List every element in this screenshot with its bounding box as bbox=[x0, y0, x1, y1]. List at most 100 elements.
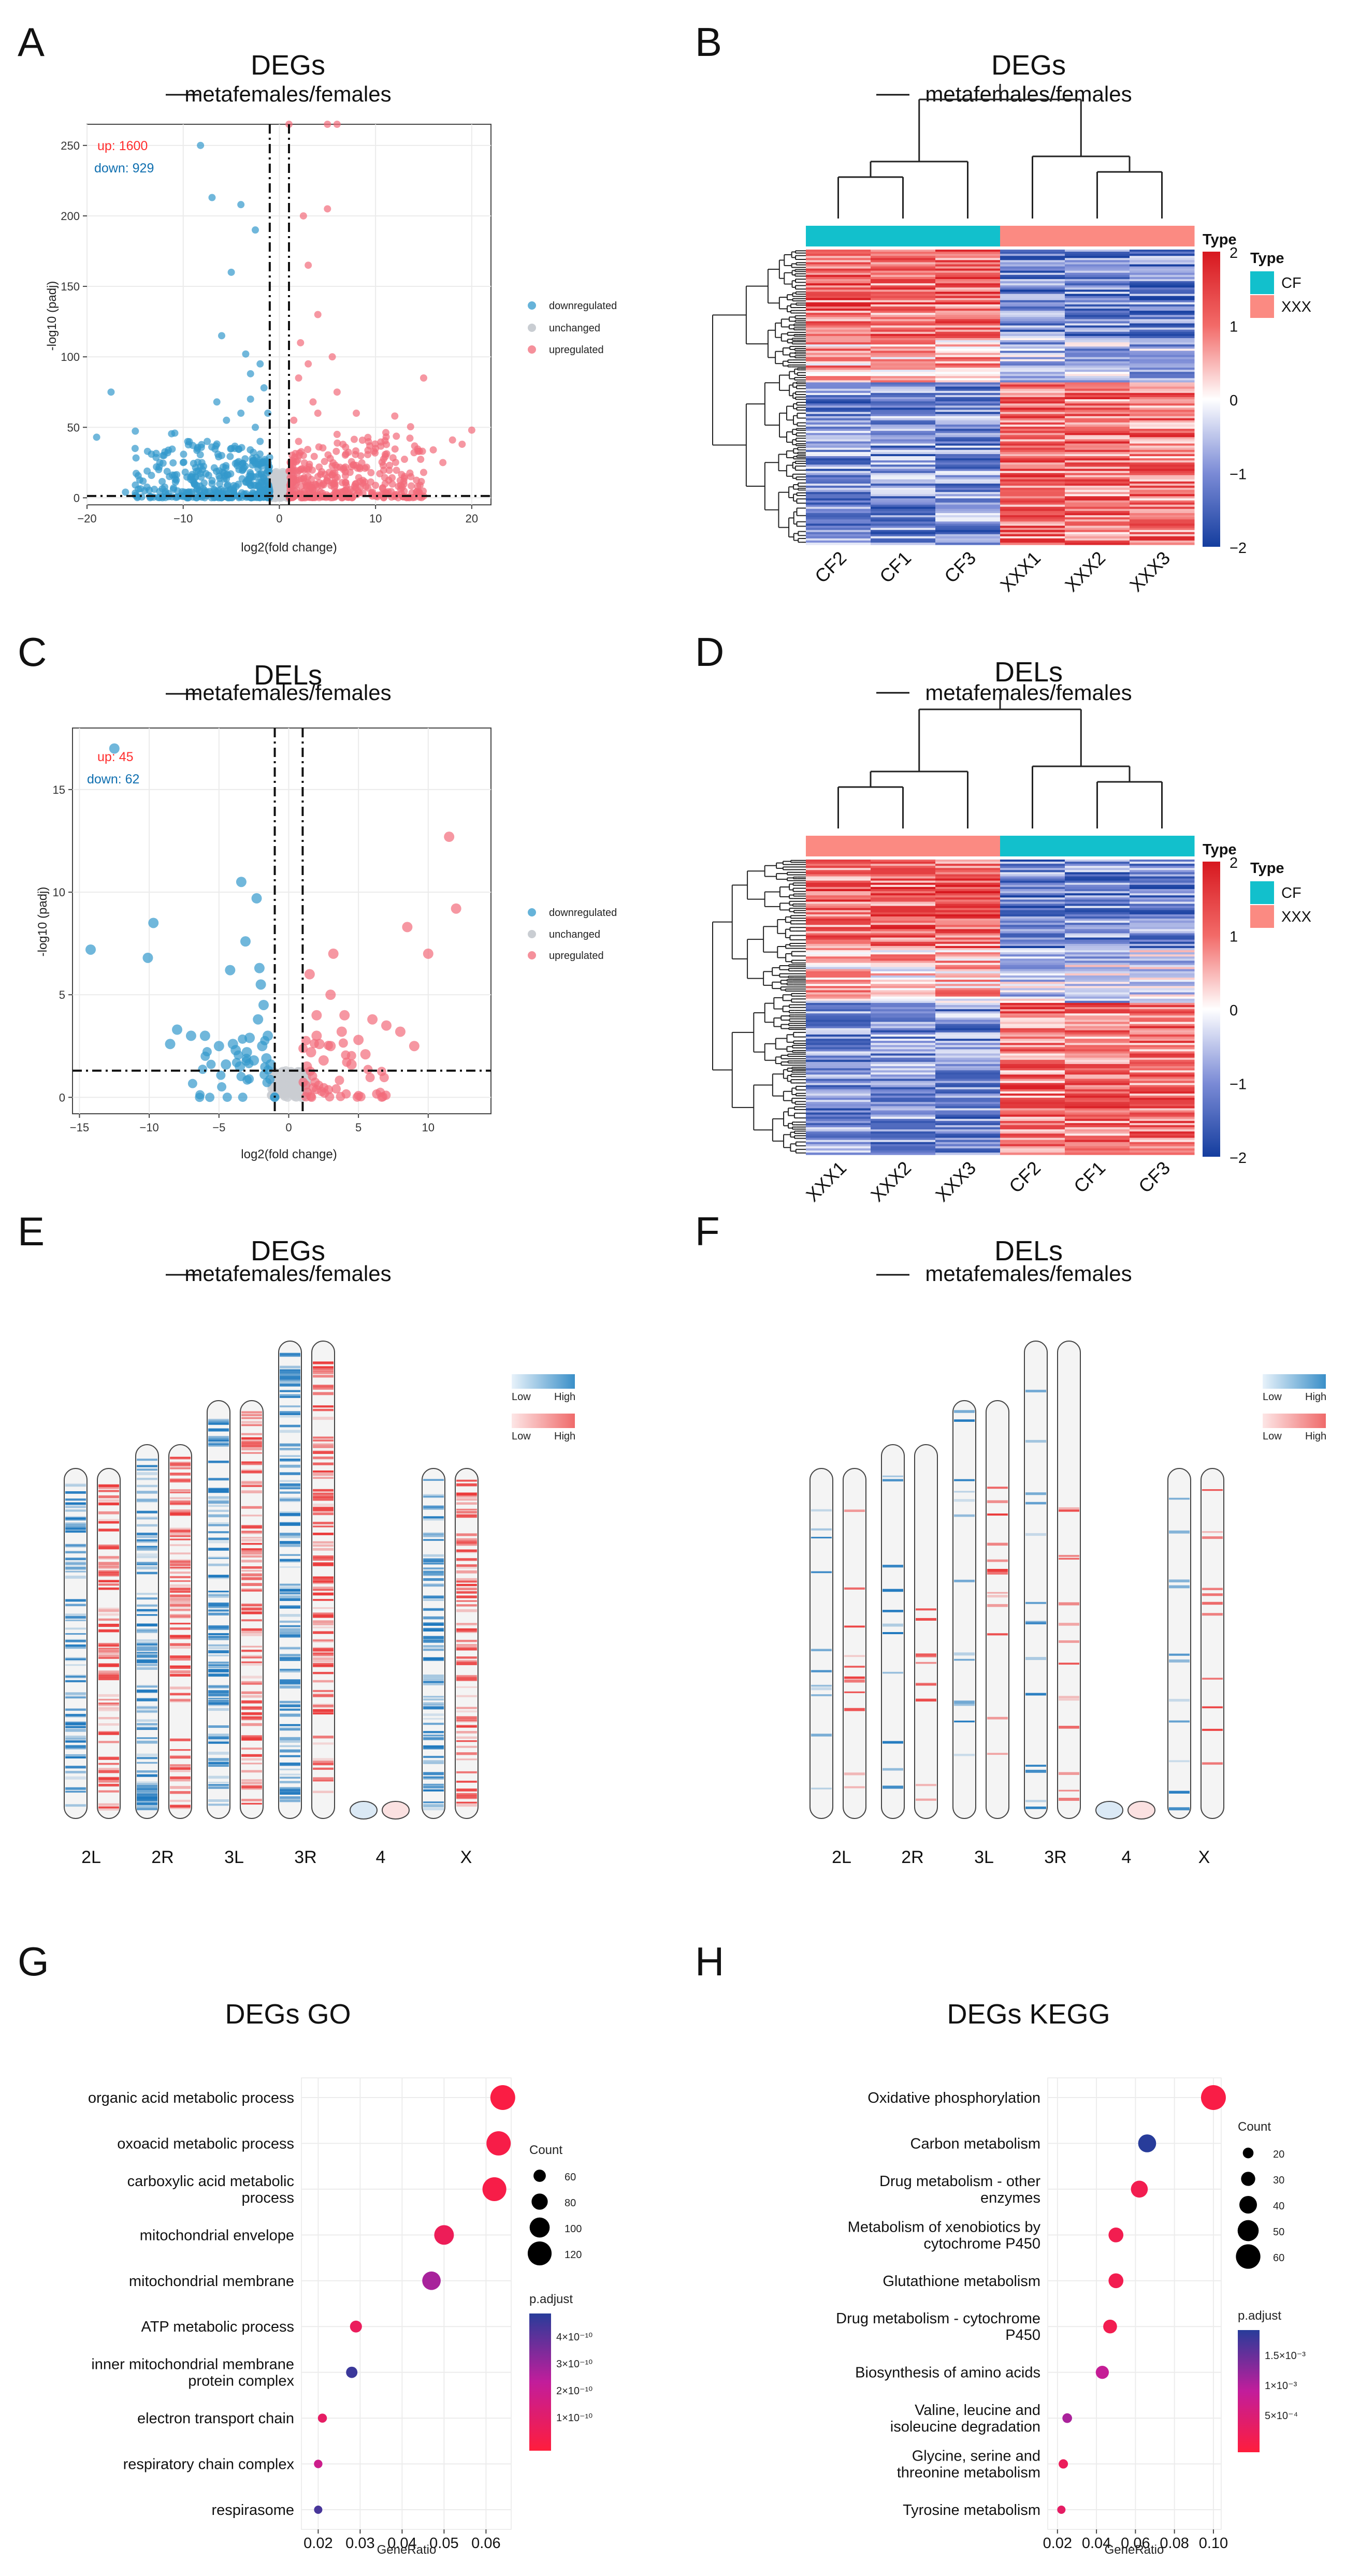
heatmap-cell bbox=[1065, 378, 1130, 381]
heatmap-cell bbox=[806, 988, 871, 991]
heatmap-cell bbox=[806, 333, 871, 337]
heatmap-cell bbox=[1065, 460, 1130, 463]
density-band bbox=[208, 1644, 229, 1647]
chromosome bbox=[64, 1468, 88, 1819]
heatmap-cell bbox=[806, 492, 871, 494]
density-band bbox=[313, 1512, 334, 1516]
density-band bbox=[280, 1498, 300, 1501]
heatmap-cell bbox=[806, 490, 871, 492]
point-upregulated bbox=[305, 465, 312, 473]
heatmap-cell bbox=[1130, 313, 1195, 315]
heatmap-cell bbox=[1130, 906, 1195, 909]
density-band bbox=[98, 1618, 119, 1621]
point-upregulated bbox=[356, 465, 364, 473]
point-downregulated bbox=[244, 1074, 254, 1084]
heatmap-cell bbox=[871, 1146, 936, 1149]
density-band bbox=[280, 1755, 300, 1757]
density-band bbox=[313, 1791, 334, 1793]
density-band bbox=[280, 1513, 300, 1516]
heatmap-cell bbox=[1000, 1053, 1065, 1056]
density-band bbox=[170, 1776, 191, 1779]
heatmap-cell bbox=[1065, 1030, 1130, 1033]
point-upregulated bbox=[409, 1041, 420, 1052]
heatmap-cell bbox=[871, 384, 936, 387]
x-tick-label: 10 bbox=[422, 1121, 435, 1134]
heatmap-cell bbox=[935, 270, 1001, 273]
heatmap-cell bbox=[871, 1020, 936, 1023]
heatmap-cell bbox=[1130, 384, 1195, 387]
heatmap-cell bbox=[935, 392, 1001, 396]
heatmap-cell bbox=[1130, 1085, 1195, 1088]
heatmap-cell bbox=[806, 427, 871, 429]
heatmap-cell bbox=[806, 943, 871, 947]
heatmap-cell bbox=[806, 967, 871, 970]
heatmap-cell bbox=[806, 454, 871, 457]
point-upregulated bbox=[331, 482, 339, 489]
heatmap-cell bbox=[1130, 351, 1195, 354]
heatmap-cell bbox=[1065, 1068, 1130, 1071]
density-band bbox=[313, 1443, 334, 1446]
y-tick-label: 50 bbox=[67, 421, 80, 434]
heatmap-cell bbox=[1130, 1146, 1195, 1149]
density-band bbox=[208, 1524, 229, 1526]
heatmap-cell bbox=[1000, 443, 1065, 446]
x-tick-label: −20 bbox=[77, 512, 96, 525]
heatmap-cell bbox=[1000, 1034, 1065, 1037]
heatmap-cell bbox=[1065, 876, 1130, 879]
density-band bbox=[98, 1650, 119, 1653]
density-band bbox=[423, 1505, 444, 1509]
point-upregulated bbox=[420, 469, 427, 476]
heatmap-cell bbox=[1000, 882, 1065, 885]
heatmap-cell bbox=[1130, 281, 1195, 284]
density-band bbox=[208, 1505, 229, 1507]
point-upregulated bbox=[325, 1041, 336, 1052]
heatmap-cell bbox=[1130, 975, 1195, 978]
legend-down-dot bbox=[528, 301, 536, 310]
point-downregulated bbox=[224, 471, 232, 479]
density-band bbox=[313, 1542, 334, 1546]
density-band bbox=[137, 1566, 157, 1569]
heatmap-cell bbox=[1065, 967, 1130, 970]
point-upregulated bbox=[353, 410, 360, 417]
heatmap-cell bbox=[806, 344, 871, 347]
heatmap-cell bbox=[935, 252, 1001, 254]
legend-up-label: upregulated bbox=[549, 344, 604, 356]
density-band bbox=[170, 1467, 191, 1469]
heatmap-cell bbox=[935, 921, 1001, 923]
density-band bbox=[137, 1562, 157, 1565]
density-band bbox=[170, 1533, 191, 1535]
heatmap-cell bbox=[1130, 1138, 1195, 1141]
point-downregulated bbox=[258, 999, 269, 1010]
heatmap-cell bbox=[1065, 1123, 1130, 1126]
column-label: XXX3 bbox=[1125, 547, 1174, 596]
heatmap-cell bbox=[1130, 268, 1195, 271]
density-band bbox=[423, 1645, 444, 1648]
heatmap-cell bbox=[871, 916, 936, 919]
heatmap-cell bbox=[871, 1000, 936, 1003]
heatmap-cell bbox=[935, 963, 1001, 966]
panel-b-subtitle: metafemales/females bbox=[925, 82, 1132, 106]
density-band bbox=[98, 1587, 119, 1590]
heatmap-cell bbox=[806, 469, 871, 472]
density-band bbox=[98, 1572, 119, 1575]
heatmap-cell bbox=[871, 292, 936, 295]
heatmap-cell bbox=[806, 443, 871, 446]
heatmap-cell bbox=[1130, 401, 1195, 404]
point-downregulated bbox=[241, 1047, 252, 1058]
heatmap-cell bbox=[871, 475, 936, 478]
density-band bbox=[313, 1563, 334, 1566]
heatmap-cell bbox=[871, 313, 936, 315]
heatmap-cell bbox=[1000, 538, 1065, 541]
heatmap-cell bbox=[935, 990, 1001, 993]
heatmap-cell bbox=[1130, 260, 1195, 263]
point-downregulated bbox=[163, 468, 171, 475]
density-band bbox=[98, 1741, 119, 1743]
density-band bbox=[456, 1566, 477, 1569]
panel-label-c: C bbox=[18, 629, 47, 675]
point-downregulated bbox=[132, 454, 140, 462]
heatmap-cell bbox=[871, 294, 936, 297]
density-band bbox=[313, 1653, 334, 1657]
heatmap-cell bbox=[935, 1093, 1001, 1096]
heatmap-cell bbox=[1000, 1106, 1065, 1109]
